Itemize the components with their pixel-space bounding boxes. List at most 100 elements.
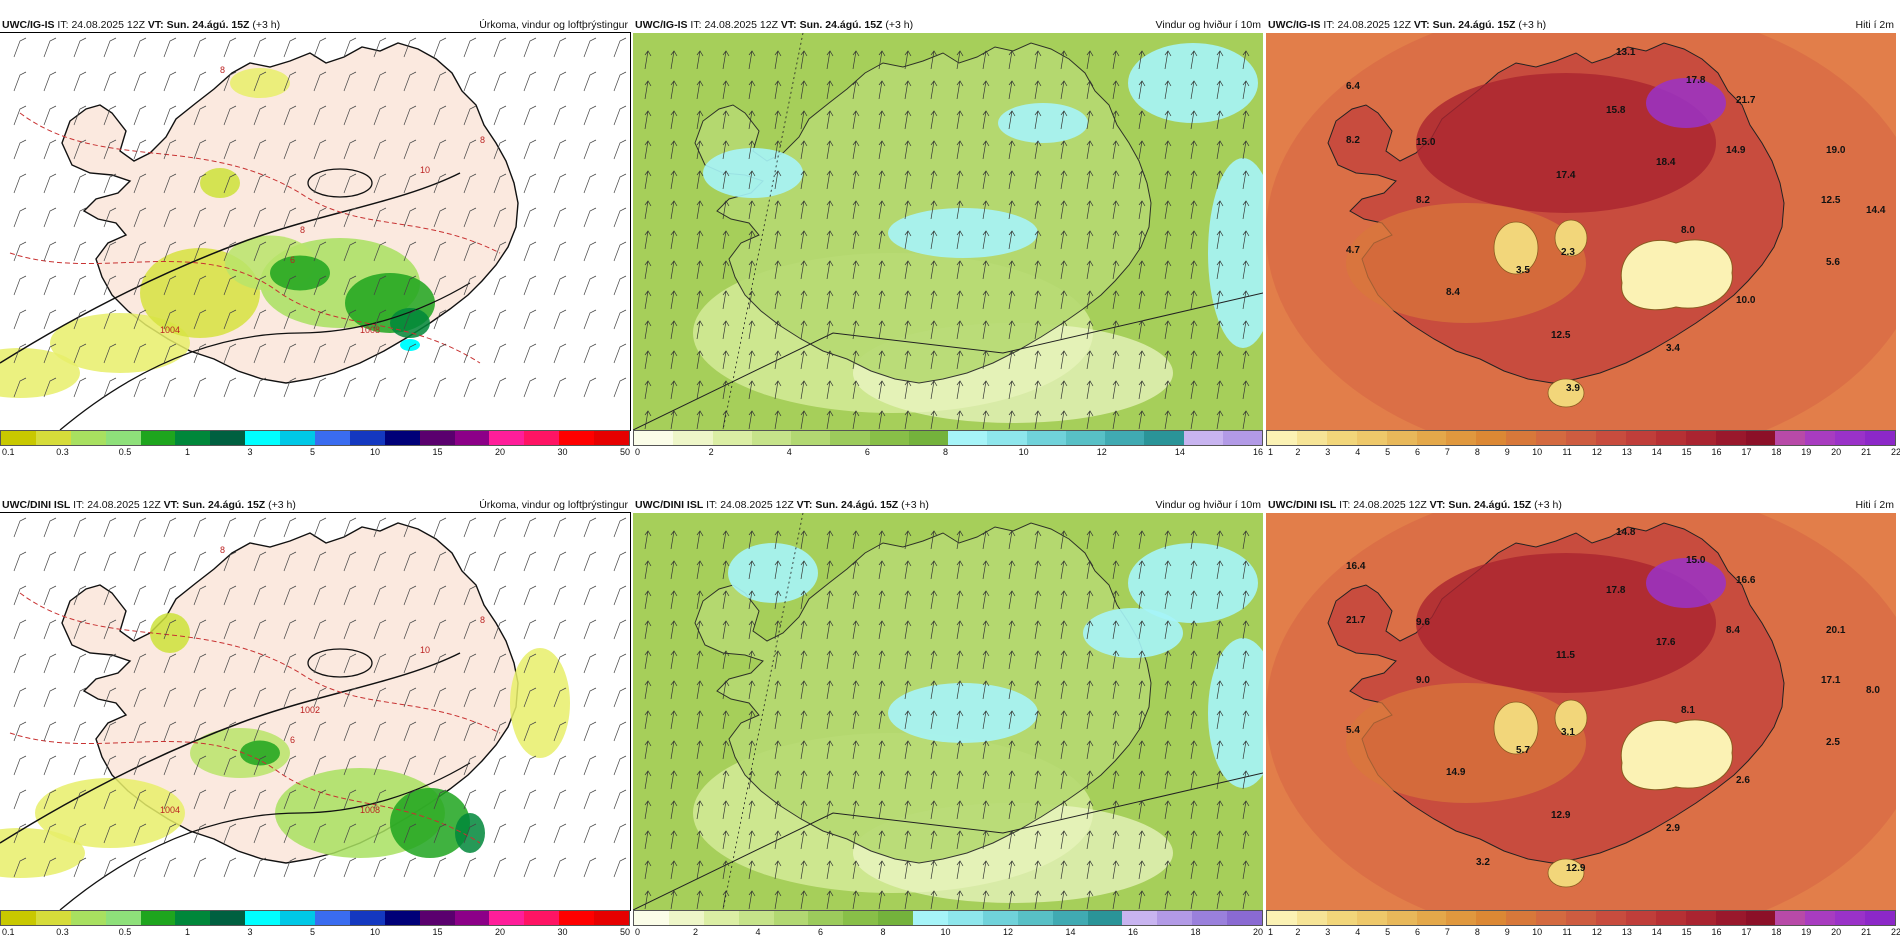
temperature-label: 2.3	[1561, 247, 1575, 258]
it-label: IT:	[57, 19, 69, 31]
legend-tick: 7	[1444, 447, 1450, 457]
legend-tick: 11	[1562, 927, 1572, 937]
temperature-label: 3.4	[1666, 343, 1680, 354]
panel-title: Úrkoma, vindur og loftþrýstingur	[479, 19, 628, 31]
temperature-label: 20.1	[1826, 625, 1846, 636]
legend-tick: 14	[1651, 927, 1662, 937]
legend-tick: 2	[692, 927, 699, 937]
panel-header: UWC/IG-IS IT: 24.08.2025 12Z VT: Sun. 24…	[0, 17, 630, 33]
legend-tick: 6	[817, 927, 824, 937]
it-label: IT:	[690, 19, 702, 31]
legend-swatch	[703, 911, 739, 925]
legend-swatch	[175, 911, 211, 925]
legend-tick: 50	[619, 447, 631, 457]
temperature-label: 12.9	[1551, 810, 1571, 821]
legend-tick: 10	[940, 927, 951, 937]
legend-tick: 21	[1861, 447, 1872, 457]
legend-tick: 16	[1711, 927, 1722, 937]
legend-swatch	[35, 911, 71, 925]
init-time: 24.08.2025 12Z	[704, 19, 778, 31]
panel-title: Úrkoma, vindur og loftþrýstingur	[479, 499, 628, 511]
vt-label: VT:	[163, 499, 180, 511]
legend-tick: 0.3	[56, 927, 69, 937]
legend-tick: 16	[1127, 927, 1139, 937]
lead-time: (+3 h)	[1534, 499, 1562, 511]
legend-tick: 4	[1355, 927, 1361, 937]
panel-precip-dini-isl: UWC/DINI ISL IT: 24.08.2025 12Z VT: Sun.…	[0, 495, 631, 940]
legend-tick: 15	[1681, 927, 1692, 937]
temperature-label: 13.1	[1616, 47, 1636, 58]
it-label: IT:	[73, 499, 85, 511]
legend-swatch	[419, 431, 455, 445]
temperature-label: 14.8	[1616, 527, 1636, 538]
legend-swatch	[210, 911, 246, 925]
contour-label: 8	[220, 65, 225, 75]
valid-time: Sun. 24.ágú. 15Z	[166, 19, 250, 31]
legend-tick: 10	[369, 927, 381, 937]
contour-label: 1002	[300, 705, 320, 715]
legend-swatch	[1835, 911, 1866, 925]
contour-label: 6	[290, 255, 295, 265]
legend-tick: 22	[1890, 927, 1900, 937]
legend-swatch	[1052, 911, 1088, 925]
legend-tick: 3	[1325, 927, 1331, 937]
it-label: IT:	[706, 499, 718, 511]
legend-swatch	[1026, 431, 1066, 445]
legend-tick: 0.1	[2, 927, 15, 937]
legend-swatch	[908, 431, 948, 445]
legend-tick: 12	[1591, 927, 1602, 937]
legend-tick: 14	[1065, 927, 1076, 937]
legend-swatch	[384, 431, 420, 445]
legend-swatch	[1745, 431, 1776, 445]
legend-swatch	[524, 911, 560, 925]
legend-swatch	[1595, 911, 1626, 925]
vt-label: VT:	[796, 499, 813, 511]
legend-tick: 1	[184, 447, 191, 457]
panel-temp-ig-is: UWC/IG-IS IT: 24.08.2025 12Z VT: Sun. 24…	[1266, 15, 1900, 460]
temperature-label: 3.5	[1516, 265, 1530, 276]
legend-tick: 6	[864, 447, 870, 457]
temperature-label: 8.0	[1866, 685, 1880, 696]
legend-swatch	[1655, 911, 1686, 925]
legend-tick: 16	[1711, 447, 1722, 457]
legend-tick: 10	[1018, 447, 1029, 457]
lead-time: (+3 h)	[901, 499, 929, 511]
legend-tick: 1	[1268, 927, 1274, 937]
legend-swatch	[1865, 431, 1896, 445]
panel-header: UWC/IG-IS IT: 24.08.2025 12Z VT: Sun. 24…	[633, 17, 1263, 33]
legend-swatch	[869, 431, 909, 445]
temperature-label: 12.5	[1551, 330, 1571, 341]
legend-swatch	[1566, 431, 1596, 445]
contour-label: 10	[420, 165, 430, 175]
vt-label: VT:	[147, 19, 164, 31]
legend-swatch	[1386, 431, 1417, 445]
legend-tick: 19	[1801, 927, 1812, 937]
legend-swatch	[1805, 911, 1836, 925]
legend-tick: 16	[1252, 447, 1264, 457]
legend-swatch	[1296, 431, 1327, 445]
legend-swatch	[1685, 431, 1716, 445]
legend-swatch	[673, 431, 713, 445]
color-legend: 0.1 0.3 0.5 1 3 5 10 15 20 30 50	[0, 430, 630, 460]
panel-precip-ig-is: UWC/IG-IS IT: 24.08.2025 12Z VT: Sun. 24…	[0, 15, 631, 460]
legend-swatch	[1775, 911, 1806, 925]
legend-swatch	[1144, 431, 1184, 445]
init-time: 24.08.2025 12Z	[71, 19, 145, 31]
it-label: IT:	[1323, 19, 1335, 31]
legend-swatch	[1227, 911, 1263, 925]
vt-label: VT:	[780, 19, 797, 31]
legend-swatch	[454, 431, 490, 445]
color-legend: 1 2 3 4 5 6 7 8 9 10 11 12 13 14 15 16 17 18 19 20 21 22	[1266, 910, 1900, 940]
map-area: 13.1 6.4 17.8 21.7 15.8 8.2 15.0 14.9 19.0 18.4 17…	[1266, 33, 1896, 430]
map-area: 1004 1008 1002 8 6 10 8	[0, 512, 631, 911]
legend-tick: 1	[1268, 447, 1274, 457]
legend-swatch	[140, 431, 176, 445]
legend-swatch	[210, 431, 246, 445]
legend-tick: 9	[1504, 447, 1510, 457]
temperature-label: 12.9	[1566, 863, 1586, 874]
legend-swatch	[878, 911, 914, 925]
legend-swatch	[1192, 911, 1228, 925]
legend-swatch	[712, 431, 752, 445]
legend-swatch	[384, 911, 420, 925]
legend-swatch	[349, 911, 385, 925]
